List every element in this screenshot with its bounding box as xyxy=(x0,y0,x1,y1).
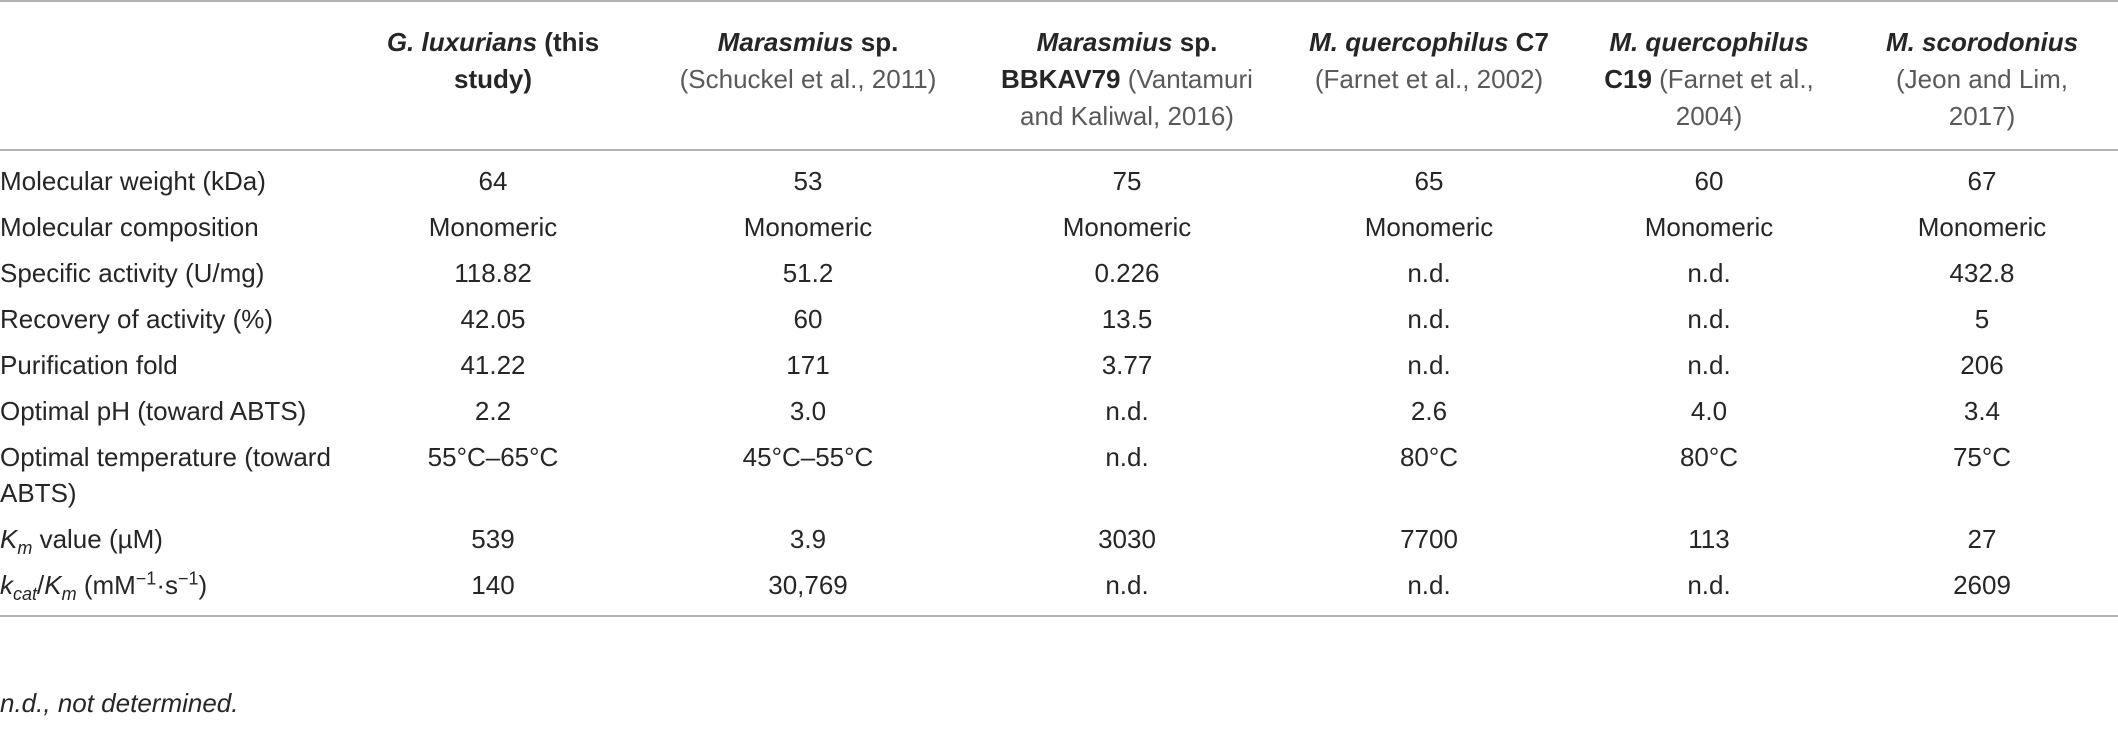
table-cell: 206 xyxy=(1960,350,2004,380)
table-cell: n.d. xyxy=(1687,350,1731,380)
table-cell: 2.6 xyxy=(1410,396,1448,426)
table-row: Km value (µM) 539 3.9 3030 7700 113 27 xyxy=(0,516,2118,562)
table-cell: 41.22 xyxy=(460,350,526,380)
table-cell: 7700 xyxy=(1400,524,1458,554)
table-cell: 80°C xyxy=(1399,442,1459,472)
header-cell: M. quercophilus C7 (Farnet et al., 2002) xyxy=(1309,27,1549,94)
header-cell: Marasmius sp. BBKAV79 (Vantamuri and Kal… xyxy=(1001,27,1253,131)
table-row: Recovery of activity (%) 42.05 60 13.5 n… xyxy=(0,296,2118,342)
table-cell: 432.8 xyxy=(1949,258,2015,288)
table-cell: 5 xyxy=(1974,304,1990,334)
table-cell: 3.9 xyxy=(789,524,827,554)
table-cell: 60 xyxy=(793,304,823,334)
table-cell: n.d. xyxy=(1407,350,1451,380)
table-row: Molecular weight (kDa) 64 53 75 65 60 67 xyxy=(0,150,2118,204)
table-cell: 51.2 xyxy=(782,258,834,288)
table-row: Optimal temperature (toward ABTS) 55°C–6… xyxy=(0,434,2118,516)
row-label: Specific activity (U/mg) xyxy=(0,258,265,288)
table-cell: 171 xyxy=(786,350,830,380)
table-cell: n.d. xyxy=(1105,442,1149,472)
table-cell: n.d. xyxy=(1105,570,1149,600)
table-cell: 60 xyxy=(1694,166,1724,196)
row-label: Km value (µM) xyxy=(0,524,163,559)
table-row: Specific activity (U/mg) 118.82 51.2 0.2… xyxy=(0,250,2118,296)
table-cell: 27 xyxy=(1967,524,1997,554)
table-cell: n.d. xyxy=(1687,304,1731,334)
table-cell: 3030 xyxy=(1098,524,1156,554)
table-cell: 2.2 xyxy=(474,396,512,426)
table-cell: Monomeric xyxy=(1917,212,2047,242)
table-cell: Monomeric xyxy=(1062,212,1192,242)
table-cell: Monomeric xyxy=(428,212,558,242)
table-cell: 3.4 xyxy=(1963,396,2001,426)
row-label: Optimal pH (toward ABTS) xyxy=(0,396,307,426)
table-cell: 64 xyxy=(478,166,508,196)
table-cell: 75 xyxy=(1112,166,1142,196)
comparison-table: G. luxurians (this study) Marasmius sp.(… xyxy=(0,1,2118,616)
table-row: kcat/Km (mM−1·s−1) 140 30,769 n.d. n.d. … xyxy=(0,562,2118,616)
row-label: Molecular weight (kDa) xyxy=(0,166,266,196)
table-cell: 45°C–55°C xyxy=(742,442,874,472)
table-cell: 4.0 xyxy=(1690,396,1728,426)
header-row: G. luxurians (this study) Marasmius sp.(… xyxy=(0,1,2118,150)
table-cell: n.d. xyxy=(1687,570,1731,600)
row-label: Optimal temperature (toward ABTS) xyxy=(0,442,331,508)
table-cell: 55°C–65°C xyxy=(427,442,559,472)
table-cell: 118.82 xyxy=(454,258,532,288)
table-footnote: n.d., not determined. xyxy=(0,688,239,718)
table-cell: 75°C xyxy=(1952,442,2012,472)
table-cell: 140 xyxy=(471,570,515,600)
table-cell: 2609 xyxy=(1953,570,2011,600)
table-cell: n.d. xyxy=(1407,570,1451,600)
header-cell: Marasmius sp. (Schuckel et al., 2011) xyxy=(679,27,937,94)
table-cell: 65 xyxy=(1414,166,1444,196)
table-cell: 13.5 xyxy=(1101,304,1153,334)
row-label: kcat/Km (mM−1·s−1) xyxy=(0,568,208,605)
table-container: G. luxurians (this study) Marasmius sp.(… xyxy=(0,1,2118,616)
table-cell: 80°C xyxy=(1679,442,1739,472)
row-label: Recovery of activity (%) xyxy=(0,304,274,334)
table-cell: Monomeric xyxy=(1364,212,1494,242)
table-cell: 42.05 xyxy=(460,304,526,334)
table-cell: 30,769 xyxy=(768,570,848,600)
row-label: Molecular composition xyxy=(0,212,259,242)
table-header: G. luxurians (this study) Marasmius sp.(… xyxy=(0,1,2118,150)
table-cell: Monomeric xyxy=(1644,212,1774,242)
table-cell: Monomeric xyxy=(743,212,873,242)
table-cell: 539 xyxy=(471,524,515,554)
table-cell: n.d. xyxy=(1407,258,1451,288)
header-cell: G. luxurians (this study) xyxy=(386,27,600,94)
table-cell: n.d. xyxy=(1105,396,1149,426)
header-cell: M. quercophilus C19 (Farnet et al., 2004… xyxy=(1604,27,1814,131)
table-row: Optimal pH (toward ABTS) 2.2 3.0 n.d. 2.… xyxy=(0,388,2118,434)
table-cell: 113 xyxy=(1688,524,1730,554)
header-blank-cell xyxy=(0,1,338,150)
row-label: Purification fold xyxy=(0,350,178,380)
table-cell: n.d. xyxy=(1407,304,1451,334)
table-cell: 3.0 xyxy=(789,396,827,426)
table-cell: 67 xyxy=(1967,166,1997,196)
header-cell: M. scorodonius (Jeon and Lim, 2017) xyxy=(1885,27,2079,131)
table-row: Molecular composition Monomeric Monomeri… xyxy=(0,204,2118,250)
table-cell: 0.226 xyxy=(1094,258,1160,288)
table-body: Molecular weight (kDa) 64 53 75 65 60 67… xyxy=(0,150,2118,616)
table-cell: 53 xyxy=(793,166,823,196)
table-cell: 3.77 xyxy=(1101,350,1153,380)
table-row: Purification fold 41.22 171 3.77 n.d. n.… xyxy=(0,342,2118,388)
table-cell: n.d. xyxy=(1687,258,1731,288)
